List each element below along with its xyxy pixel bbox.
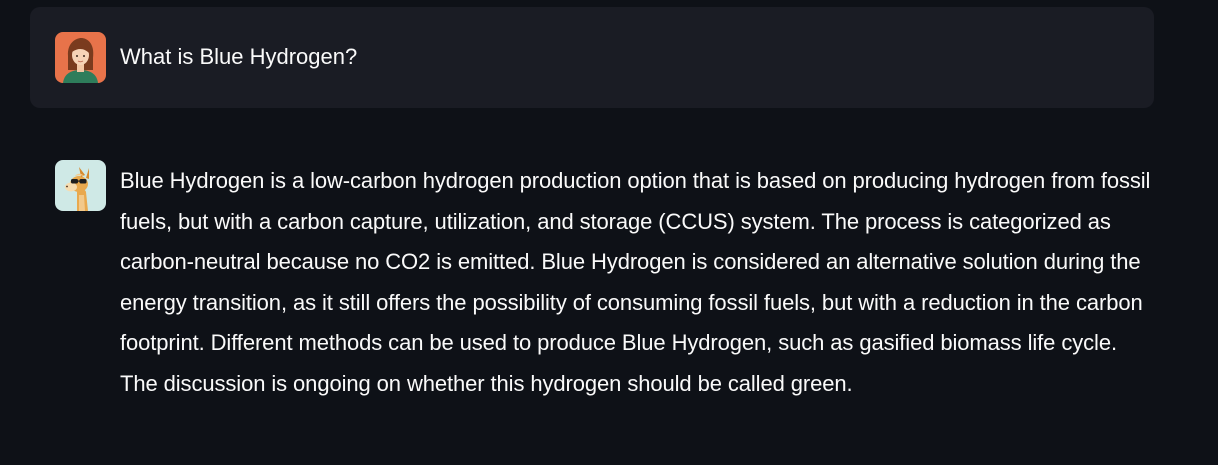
assistant-message-text: Blue Hydrogen is a low-carbon hydrogen p…	[120, 168, 1151, 396]
user-message-text: What is Blue Hydrogen?	[120, 44, 358, 69]
llama-avatar-icon	[55, 160, 106, 211]
user-woman-avatar-icon	[55, 32, 106, 83]
user-message: What is Blue Hydrogen?	[30, 7, 1154, 108]
assistant-message: Blue Hydrogen is a low-carbon hydrogen p…	[30, 140, 1170, 460]
